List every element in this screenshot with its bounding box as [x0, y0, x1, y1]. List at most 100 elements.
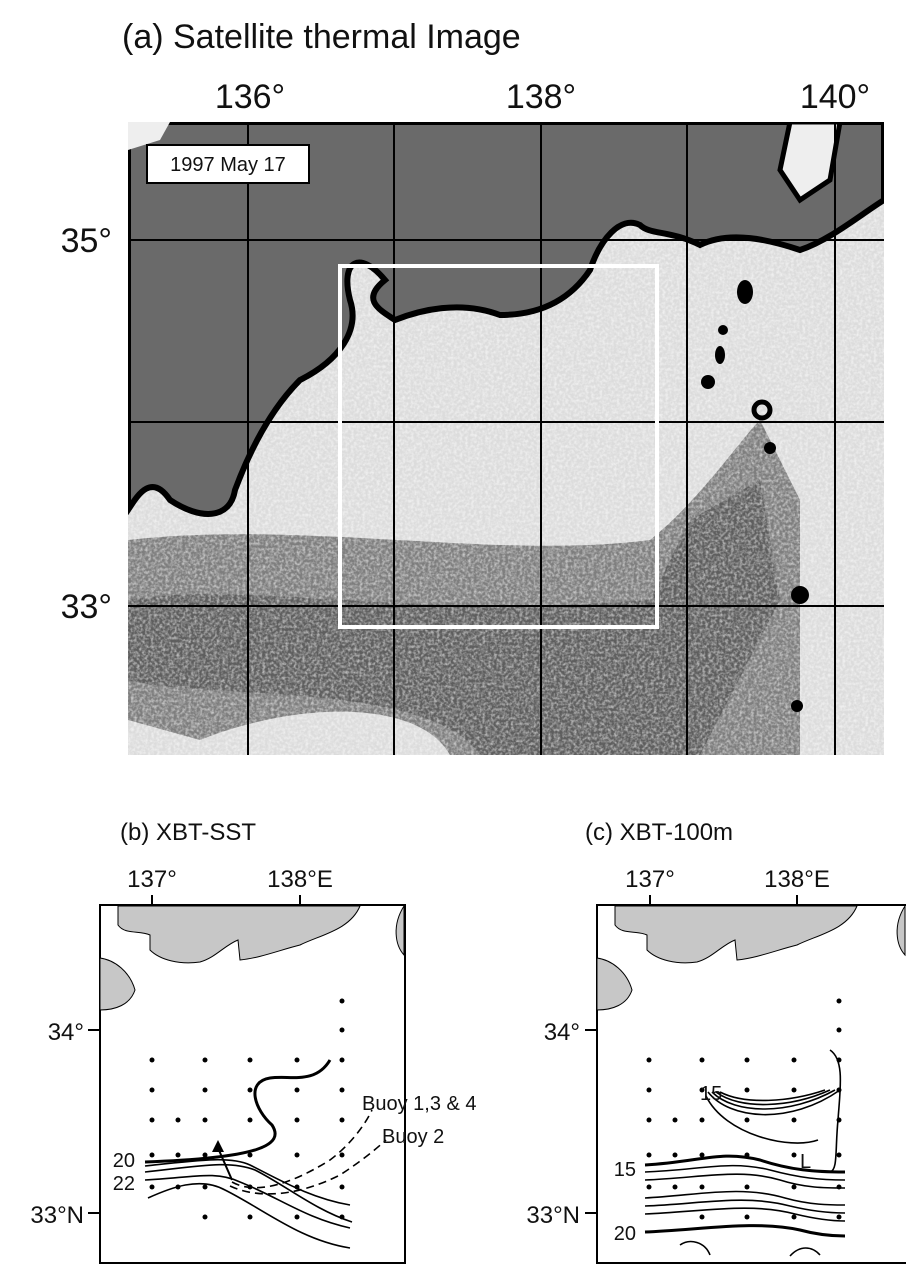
land-cloud [777, 122, 843, 204]
contour-label: 22 [113, 1173, 135, 1195]
contour-label: 20 [113, 1150, 135, 1172]
station [339, 1027, 345, 1033]
islands [701, 280, 809, 712]
station [744, 1057, 750, 1063]
study-box [338, 264, 659, 629]
station [836, 1184, 842, 1190]
station [339, 998, 345, 1004]
contour-label: 15 [700, 1083, 722, 1105]
map-c [585, 895, 906, 1264]
lat-label: 33° [61, 588, 112, 626]
station [247, 1152, 253, 1158]
station [791, 1184, 797, 1190]
station [699, 1117, 705, 1123]
station [744, 1214, 750, 1220]
station [247, 1117, 253, 1123]
station [339, 1184, 345, 1190]
station [791, 1117, 797, 1123]
station [175, 1117, 181, 1123]
lon-label: 140° [800, 78, 870, 116]
station [836, 1087, 842, 1093]
station [294, 1117, 300, 1123]
satellite-image: 1997 May 17 [128, 122, 884, 755]
station [744, 1087, 750, 1093]
lon-label: 138° [506, 78, 576, 116]
station [836, 998, 842, 1004]
station [646, 1152, 652, 1158]
station [175, 1184, 181, 1190]
lon-label: 137° [127, 866, 177, 893]
panel-title: (b) XBT-SST [120, 819, 256, 846]
station [202, 1087, 208, 1093]
lat-label: 35° [61, 222, 112, 260]
station [202, 1184, 208, 1190]
annotation: Buoy 2 [382, 1126, 444, 1148]
station [791, 1152, 797, 1158]
station [247, 1184, 253, 1190]
station [744, 1117, 750, 1123]
station [294, 1152, 300, 1158]
contour-label: 20 [614, 1223, 636, 1245]
station [247, 1214, 253, 1220]
station [836, 1214, 842, 1220]
lat-label: 34° [48, 1019, 84, 1046]
station [202, 1152, 208, 1158]
station [646, 1117, 652, 1123]
station [247, 1087, 253, 1093]
station [744, 1184, 750, 1190]
station [294, 1184, 300, 1190]
station [744, 1152, 750, 1158]
station [646, 1087, 652, 1093]
lon-label: 137° [625, 866, 675, 893]
annotation: Buoy 1,3 & 4 [362, 1093, 477, 1115]
contour-label: 15 [614, 1159, 636, 1181]
map-b [88, 895, 406, 1264]
station [339, 1057, 345, 1063]
land-cloud [128, 122, 170, 150]
station [699, 1087, 705, 1093]
lat-label: 33°N [30, 1202, 84, 1229]
station [339, 1152, 345, 1158]
station [202, 1057, 208, 1063]
date-box [146, 144, 310, 184]
station [294, 1087, 300, 1093]
station [247, 1057, 253, 1063]
station [699, 1152, 705, 1158]
station [339, 1117, 345, 1123]
station [175, 1152, 181, 1158]
station [791, 1057, 797, 1063]
station [791, 1214, 797, 1220]
station [294, 1214, 300, 1220]
station [646, 1057, 652, 1063]
station [672, 1117, 678, 1123]
station [149, 1152, 155, 1158]
station [699, 1214, 705, 1220]
station [339, 1087, 345, 1093]
lat-label: 34° [544, 1019, 580, 1046]
station [672, 1184, 678, 1190]
panel-title: (a) Satellite thermal Image [122, 18, 521, 56]
station [202, 1117, 208, 1123]
station [836, 1027, 842, 1033]
station [149, 1087, 155, 1093]
graticule [128, 122, 884, 755]
station [202, 1214, 208, 1220]
station [836, 1117, 842, 1123]
lon-label: 138°E [267, 866, 333, 893]
station [149, 1184, 155, 1190]
lon-label: 138°E [764, 866, 830, 893]
station [339, 1214, 345, 1220]
station [791, 1087, 797, 1093]
station [836, 1057, 842, 1063]
lon-label: 136° [215, 78, 285, 116]
station [149, 1117, 155, 1123]
station [699, 1184, 705, 1190]
annotation: L [800, 1151, 811, 1173]
station [646, 1184, 652, 1190]
station [699, 1057, 705, 1063]
station [294, 1057, 300, 1063]
station [836, 1152, 842, 1158]
station [672, 1152, 678, 1158]
